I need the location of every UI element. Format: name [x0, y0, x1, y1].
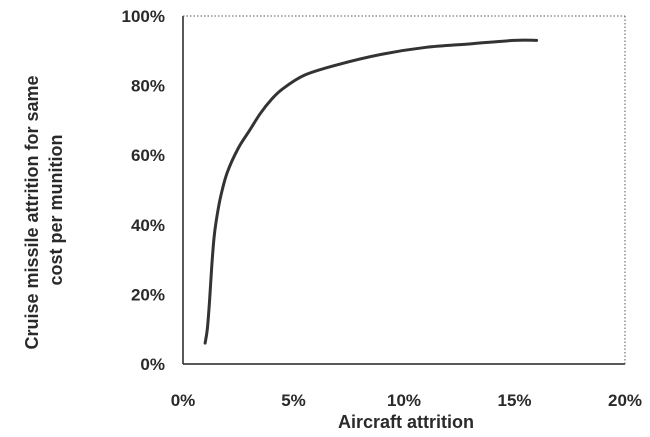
y-axis-title-line-1: Cruise missile attrition for same — [22, 75, 42, 349]
y-tick-label: 100% — [122, 7, 165, 26]
x-tick-label: 20% — [608, 391, 642, 410]
series-line — [203, 38, 539, 345]
x-tick-label: 15% — [497, 391, 531, 410]
y-tick-label: 80% — [131, 77, 165, 96]
x-tick-labels: 0% 5% 10% 15% 20% — [171, 391, 642, 410]
y-tick-label: 0% — [140, 355, 165, 374]
x-axis-title: Aircraft attrition — [338, 412, 474, 432]
y-tick-label: 60% — [131, 146, 165, 165]
x-tick-label: 10% — [387, 391, 421, 410]
x-tick-label: 0% — [171, 391, 196, 410]
y-axis-title: Cruise missile attrition for same cost p… — [22, 70, 66, 349]
y-tick-label: 40% — [131, 216, 165, 235]
y-tick-labels: 0% 20% 40% 60% 80% 100% — [122, 7, 165, 374]
x-tick-label: 5% — [281, 391, 306, 410]
y-axis-title-line-2: cost per munition — [46, 134, 66, 285]
y-tick-label: 20% — [131, 285, 165, 304]
series-layer — [203, 38, 539, 345]
